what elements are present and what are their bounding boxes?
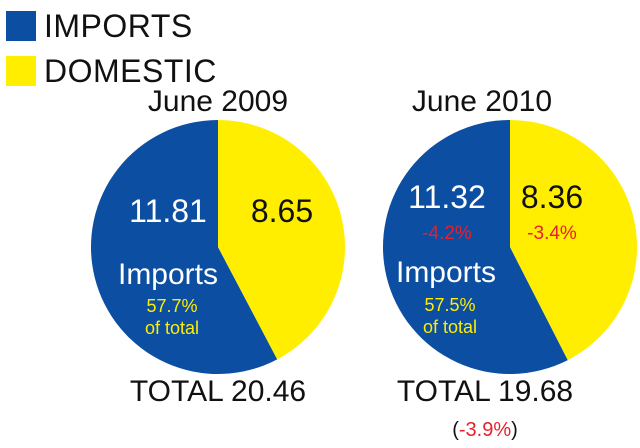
total-change-label: (-3.9%) bbox=[452, 419, 518, 441]
imports-label: Imports bbox=[118, 258, 218, 291]
total-change-close-paren: ) bbox=[511, 419, 518, 441]
total-change-value: -3.9% bbox=[459, 419, 511, 441]
pie-slice-imports bbox=[90, 120, 278, 374]
value-label-domestic: 8.65 bbox=[251, 193, 313, 229]
pie-chart-june-2010: June 2010 11.32 -4.2% 8.36 -3.4% Imports… bbox=[355, 0, 640, 448]
pie-slice-imports bbox=[382, 119, 568, 374]
change-label-imports: -4.2% bbox=[422, 223, 472, 244]
pie-slice-domestic bbox=[218, 120, 345, 360]
total-change-open-paren: ( bbox=[452, 419, 459, 441]
change-label-domestic: -3.4% bbox=[527, 223, 577, 244]
chart-title: June 2009 bbox=[148, 85, 288, 118]
imports-share-percent: 57.7% bbox=[146, 296, 197, 316]
legend-item-imports: IMPORTS bbox=[6, 8, 217, 44]
pie-chart-june-2009: June 2009 11.81 8.65 Imports 57.7% of to… bbox=[60, 0, 360, 448]
imports-share-text: of total bbox=[423, 317, 477, 337]
legend-swatch-domestic bbox=[6, 56, 36, 86]
legend: IMPORTS DOMESTIC bbox=[6, 8, 217, 89]
legend-item-domestic: DOMESTIC bbox=[6, 53, 217, 89]
imports-share-text: of total bbox=[145, 318, 199, 338]
imports-share-percent: 57.5% bbox=[424, 295, 475, 315]
legend-label-imports: IMPORTS bbox=[44, 7, 193, 44]
total-label: TOTAL 19.68 bbox=[397, 375, 573, 408]
pie-slice-domestic bbox=[510, 120, 637, 361]
value-label-domestic: 8.36 bbox=[521, 179, 583, 215]
imports-label: Imports bbox=[396, 256, 496, 289]
value-label-imports: 11.81 bbox=[129, 193, 207, 229]
legend-swatch-imports bbox=[6, 11, 36, 41]
legend-label-domestic: DOMESTIC bbox=[44, 52, 217, 89]
pie-chart-2010-svg: June 2010 11.32 -4.2% 8.36 -3.4% Imports… bbox=[382, 85, 637, 441]
pie-chart-2009-svg: June 2009 11.81 8.65 Imports 57.7% of to… bbox=[90, 85, 345, 408]
chart-title: June 2010 bbox=[412, 85, 552, 118]
value-label-imports: 11.32 bbox=[408, 179, 486, 215]
total-label: TOTAL 20.46 bbox=[130, 375, 306, 408]
